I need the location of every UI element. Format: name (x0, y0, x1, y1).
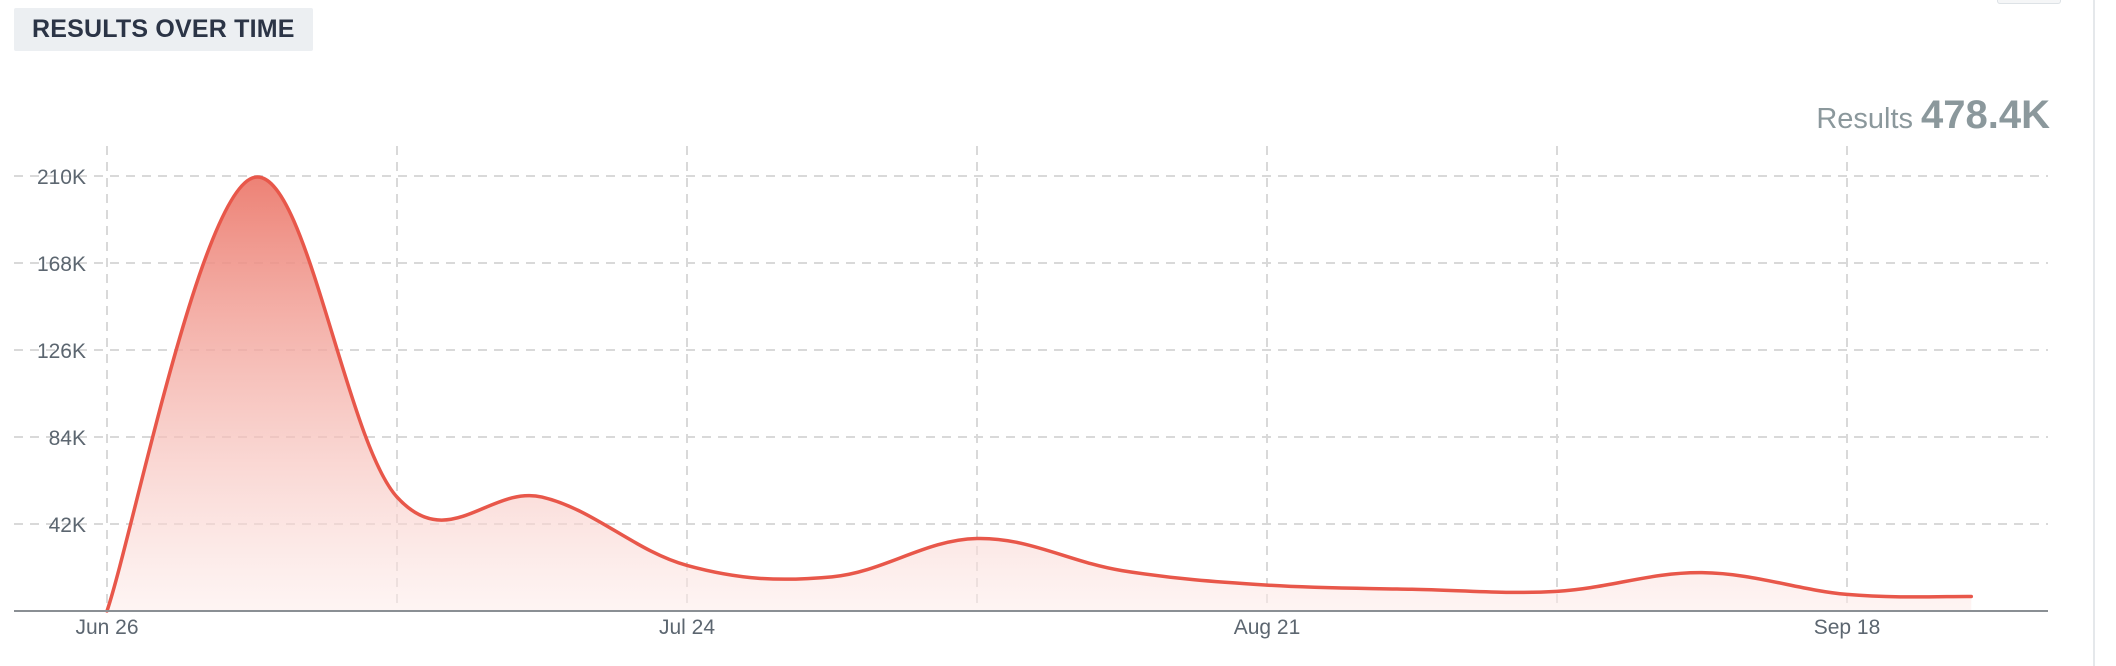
results-total-label: Results (1816, 103, 1914, 135)
results-total: Results 478.4K (1816, 93, 2050, 138)
y-tick-label: 42K (49, 514, 86, 537)
x-tick-label: Jun 26 (75, 616, 138, 639)
x-tick-label: Jul 24 (659, 616, 715, 639)
panel-divider (2093, 0, 2095, 666)
y-tick-label: 126K (37, 340, 86, 363)
y-tick-label: 210K (37, 166, 86, 189)
y-tick-label: 84K (49, 427, 86, 450)
tick-labels: 210K 168K 126K 84K 42K Jun 26 Jul 24 Aug 21 Sep … (37, 166, 1880, 639)
results-area-fill (107, 177, 1972, 611)
panel-title: RESULTS OVER TIME (32, 15, 295, 43)
x-tick-label: Sep 18 (1814, 616, 1881, 639)
x-tick-label: Aug 21 (1234, 616, 1301, 639)
y-tick-label: 168K (37, 253, 86, 276)
area-series (105, 175, 1974, 613)
results-total-value: 478.4K (1921, 93, 2050, 137)
panel-header-tab: RESULTS OVER TIME (14, 8, 313, 51)
results-series-line (105, 175, 1974, 613)
panel-options-button[interactable] (1997, 0, 2061, 4)
